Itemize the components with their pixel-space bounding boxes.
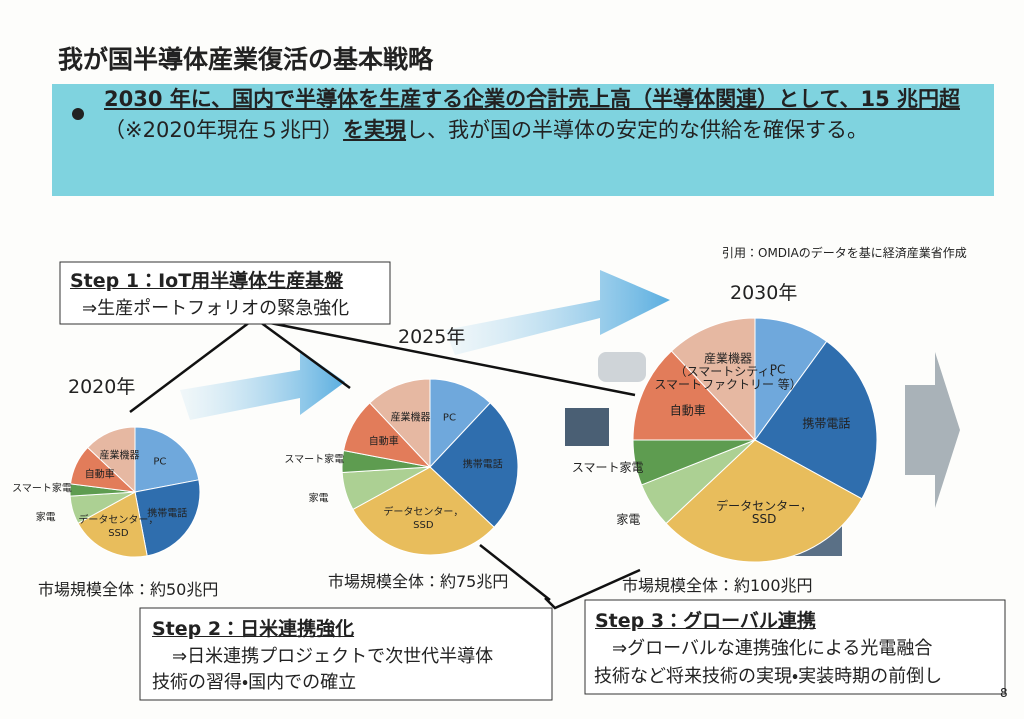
pie-slice [369, 378, 431, 469]
pie-slice [754, 317, 828, 442]
banner-box [52, 84, 994, 196]
pointer-arrows [129, 320, 641, 610]
slice-label: スマート家電 [284, 454, 345, 466]
car-interior-photo [565, 408, 609, 446]
pie-slice [134, 479, 201, 557]
text: 2030 年に、国内で半導体を生産する企業の合計売上高（半導体関連）として、 [104, 87, 861, 111]
page-number: 8 [1000, 686, 1008, 700]
banner-text: 2030 年に、国内で半導体を生産する企業の合計売上高（半導体関連）として、15… [52, 84, 984, 146]
slice-label: データセンター， SSD [383, 507, 464, 532]
slice-label: 家電 [308, 493, 329, 505]
step-title: Step 1：IoT用半導体生産基盤 [70, 270, 344, 292]
step2-box [139, 607, 553, 701]
slice-label: PC [442, 412, 456, 424]
pie-slice [665, 439, 863, 563]
market-total: 市場規模全体：約50兆円 [38, 580, 219, 599]
chart-title: 2020年 [68, 376, 136, 398]
slice-label: 産業機器 （スマートシティ、 スマートファクトリー 等） [654, 351, 802, 392]
slice-label: データセンター， SSD [78, 515, 159, 540]
arrow [445, 270, 670, 355]
pie-slice [754, 340, 878, 500]
slice-label: スマート家電 [571, 460, 644, 475]
slice-label: 携帯電話 [802, 416, 851, 431]
pie-slice [352, 466, 495, 556]
slice-label: 携帯電話 [462, 459, 503, 471]
slice-label: 産業機器 [390, 412, 431, 424]
slice-label: 家電 [616, 512, 641, 527]
text: を実現 [343, 118, 407, 142]
step-line: 技術の習得・国内での確立 [152, 672, 357, 693]
text: （※2020年現在５兆円） [104, 118, 344, 142]
arrow [905, 352, 960, 508]
step1-box [59, 261, 391, 325]
title: 我が国半導体産業復活の基本戦略 [58, 45, 434, 74]
pie-slice [86, 426, 136, 494]
step-title: Step 3：グローバル連携 [595, 610, 816, 632]
pie-slice [670, 317, 756, 442]
slice-label: PC [769, 362, 786, 377]
slice-label: 自動車 [669, 403, 706, 418]
market-total: 市場規模全体：約100兆円 [622, 576, 813, 595]
step-line: ⇒生産ポートフォリオの緊急強化 [82, 298, 350, 319]
step-title: Step 2：日米連携強化 [152, 618, 355, 640]
text: し、我が国の半導体の安定的な供給を確保する。 [406, 118, 869, 142]
slice-label: 自動車 [368, 436, 399, 448]
bullet [72, 108, 84, 120]
car-photo [598, 352, 646, 382]
chart-title: 2030年 [730, 282, 798, 304]
chart-title: 2025年 [398, 326, 466, 348]
step-line: ⇒日米連携プロジェクトで次世代半導体 [172, 646, 494, 667]
step-line: ⇒グローバルな連携強化による光電融合 [612, 638, 933, 659]
pie-slice [429, 402, 519, 528]
pie-slice [429, 378, 491, 469]
citation: 引用：OMDIAのデータを基に経済産業省作成 [722, 246, 967, 260]
step3-box [584, 599, 1006, 695]
arrow [180, 350, 345, 420]
slice-label: 携帯電話 [147, 508, 188, 520]
pie-slice [134, 426, 200, 493]
pie-slice [632, 350, 757, 441]
slice-label: スマート家電 [12, 483, 72, 495]
pie-slice [77, 491, 148, 558]
slice-label: PC [153, 456, 167, 468]
slice-label: 産業機器 [99, 450, 140, 462]
slice-label: データセンター， SSD [716, 498, 813, 526]
step-line: 技術など将来技術の実現・実装時期の前倒し [594, 666, 943, 687]
text: 15 兆円超 [860, 87, 960, 111]
slice-label: 自動車 [84, 469, 115, 481]
slice-label: 家電 [35, 512, 56, 524]
market-total: 市場規模全体：約75兆円 [328, 572, 509, 591]
